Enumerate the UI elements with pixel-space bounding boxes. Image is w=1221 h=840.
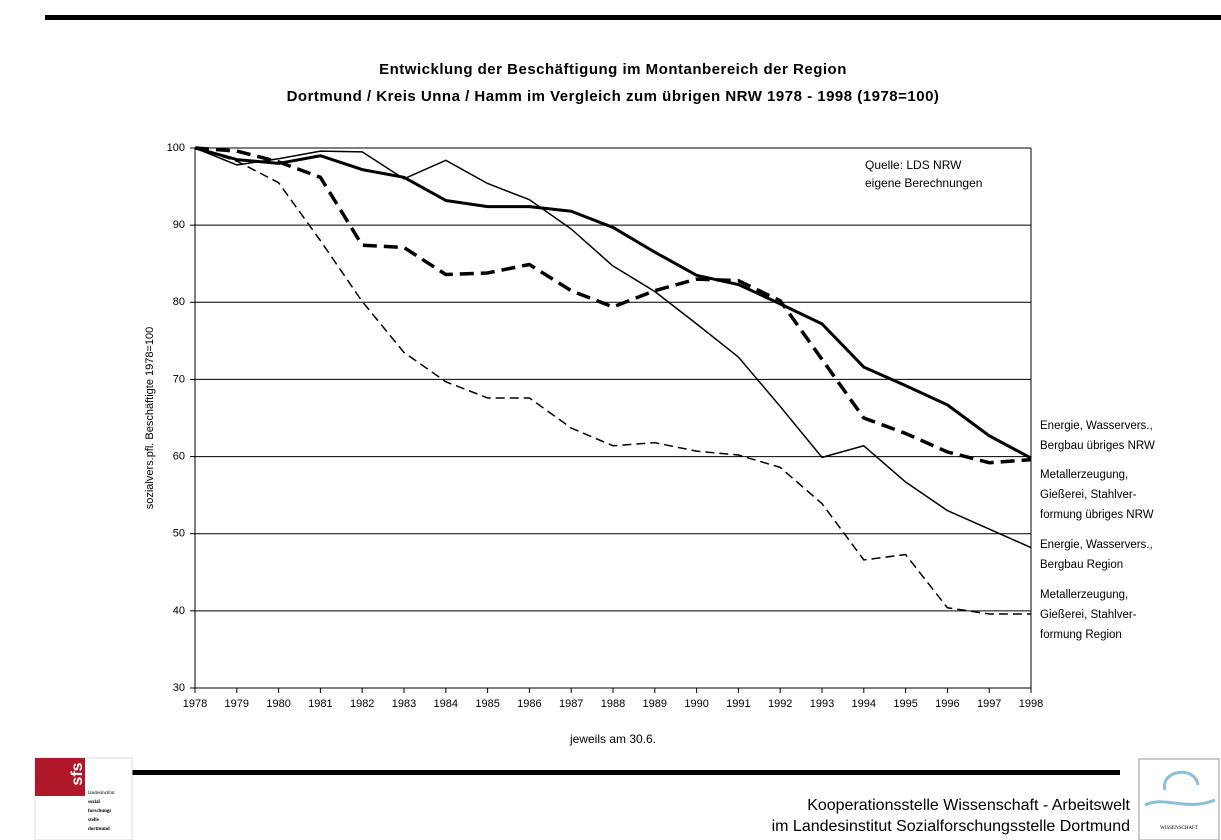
series-line [194, 146, 1032, 465]
y-tick-label: 80 [173, 296, 185, 308]
legend-line: Energie, Wasservers., [1040, 420, 1153, 432]
logo-red [35, 758, 85, 796]
logo-text: landesinstitut [88, 791, 115, 796]
x-tick-label: 1990 [684, 698, 708, 710]
legend-line: Bergbau übriges NRW [1040, 440, 1155, 452]
legend-label: Metallerzeugung, Gießerei, Stahlver-formu… [1040, 469, 1154, 521]
legend-line: Gießerei, Stahlver- [1040, 609, 1137, 621]
legend-line: Energie, Wasservers., [1040, 539, 1153, 551]
x-tick-label: 1993 [810, 698, 834, 710]
y-tick-label: 100 [167, 142, 185, 154]
logo-text: sozial [88, 800, 101, 805]
legend-line: Metallerzeugung, [1040, 469, 1128, 481]
x-tick-label: 1992 [768, 698, 792, 710]
legend-label: Metallerzeugung, Gießerei, Stahlver-formu… [1040, 589, 1137, 641]
x-tick-label: 1982 [350, 698, 374, 710]
top-rule [45, 15, 1221, 20]
series-line [194, 146, 1032, 460]
x-tick-label: 1997 [977, 698, 1001, 710]
legend-line: Metallerzeugung, [1040, 589, 1128, 601]
logo-text: dortmund [88, 827, 110, 832]
logo-text: WISSENSCHAFT [1160, 826, 1198, 831]
logo-text: forschungs [88, 809, 111, 814]
legend-line: Gießerei, Stahlver- [1040, 489, 1137, 501]
y-tick-label: 70 [173, 373, 185, 385]
y-tick-label: 60 [173, 450, 185, 462]
x-tick-label: 1985 [475, 698, 499, 710]
y-tick-label: 50 [173, 528, 185, 540]
x-tick-label: 1994 [852, 698, 876, 710]
bottom-rule [130, 770, 1120, 775]
annotation: Quelle: LDS NRW [865, 158, 962, 172]
x-tick-label: 1991 [726, 698, 750, 710]
series-line [194, 147, 1031, 615]
x-tick-label: 1986 [517, 698, 541, 710]
y-tick-label: 30 [173, 682, 185, 694]
x-tick-label: 1988 [601, 698, 625, 710]
chart-title: Entwicklung der Beschäftigung im Montanb… [379, 61, 847, 78]
x-tick-label: 1998 [1019, 698, 1043, 710]
x-tick-label: 1984 [434, 698, 458, 710]
footer-text: Kooperationsstelle Wissenschaft - Arbeit… [807, 797, 1130, 814]
y-tick-label: 40 [173, 605, 185, 617]
x-tick-label: 1983 [392, 698, 416, 710]
x-tick-label: 1987 [559, 698, 583, 710]
logo-icon [1144, 770, 1216, 807]
y-axis-label: sozialvers.pfl. Beschäftigte 1978=100 [144, 327, 156, 510]
legend-label: Energie, Wasservers., Bergbau übriges NRW [1040, 420, 1155, 452]
chart-title: Dortmund / Kreis Unna / Hamm im Vergleic… [287, 88, 940, 105]
x-tick-label: 1996 [935, 698, 959, 710]
legend-line: Bergbau Region [1040, 559, 1123, 571]
x-tick-label: 1980 [266, 698, 290, 710]
x-tick-label: 1981 [308, 698, 332, 710]
footer-text: im Landesinstitut Sozialforschungsstelle… [772, 818, 1130, 835]
series-line [194, 147, 1032, 549]
annotation: eigene Berechnungen [865, 176, 982, 190]
x-tick-label: 1979 [225, 698, 249, 710]
legend-label: Energie, Wasservers., Bergbau Region [1040, 539, 1153, 571]
logo-text: stelle [88, 818, 100, 823]
legend-line: formung übriges NRW [1040, 509, 1154, 521]
x-tick-label: 1995 [893, 698, 917, 710]
x-tick-label: 1978 [183, 698, 207, 710]
x-tick-label: 1989 [643, 698, 667, 710]
x-axis-label: jeweils am 30.6. [569, 732, 656, 746]
y-tick-label: 90 [173, 219, 185, 231]
logo-text: sfs [69, 762, 86, 785]
legend-line: formung Region [1040, 629, 1122, 641]
